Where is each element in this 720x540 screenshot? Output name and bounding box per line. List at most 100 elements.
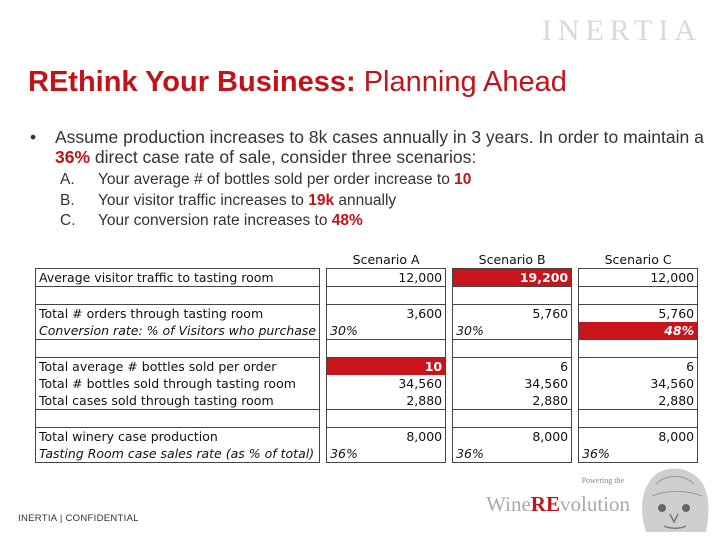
row-label: Total cases sold through tasting room	[34, 392, 321, 410]
spacer-cell	[326, 339, 447, 358]
header-scenario-b: Scenario B	[452, 251, 572, 269]
cell-value: 36%	[326, 445, 447, 463]
gap-cell	[320, 358, 327, 376]
brand-volution: volution	[559, 492, 630, 516]
gap-cell	[572, 269, 579, 287]
table-row: Conversion rate: % of Visitors who purch…	[34, 322, 699, 340]
cell-value: 36%	[452, 445, 573, 463]
gap-cell	[320, 251, 327, 269]
table-row: Tasting Room case sales rate (as % of to…	[34, 445, 699, 463]
bullet-highlight: 36%	[55, 147, 91, 167]
cell-value-highlighted: 10	[326, 357, 447, 375]
inertia-logo: INERTIA	[541, 14, 702, 47]
spacer-cell	[452, 339, 573, 358]
cell-value: 8,000	[452, 427, 573, 445]
gap-cell	[320, 287, 327, 305]
cell-value: 34,560	[578, 375, 699, 392]
scenario-after: annually	[334, 192, 397, 209]
table-row: Total cases sold through tasting room 2,…	[34, 392, 699, 410]
gap-cell	[446, 375, 453, 392]
main-bullet: • Assume production increases to 8k case…	[30, 127, 710, 167]
scenario-letter: C.	[60, 212, 76, 229]
gap-cell	[572, 445, 579, 463]
brand-mark: Powering the WineREvolution	[486, 462, 710, 532]
gap-cell	[446, 287, 453, 305]
gap-cell	[446, 392, 453, 410]
scenario-item-b: B. Your visitor traffic increases to 19k …	[60, 192, 396, 210]
scenario-letter: B.	[60, 192, 75, 209]
gap-cell	[320, 375, 327, 392]
spacer-cell	[578, 286, 699, 305]
row-label: Tasting Room case sales rate (as % of to…	[34, 445, 321, 463]
scenario-text: Your visitor traffic increases to	[98, 192, 309, 209]
gap-cell	[446, 340, 453, 358]
cell-value: 8,000	[326, 427, 447, 445]
cell-value: 36%	[578, 445, 699, 463]
spacer-cell	[326, 409, 447, 428]
scenario-item-c: C. Your conversion rate increases to 48%	[60, 212, 363, 230]
gap-cell	[320, 445, 327, 463]
gap-cell	[572, 410, 579, 428]
table-spacer-row	[34, 409, 699, 428]
gap-cell	[446, 269, 453, 287]
cell-value: 34,560	[452, 375, 573, 392]
gap-cell	[446, 322, 453, 340]
gap-cell	[572, 358, 579, 376]
cell-value: 6	[578, 357, 699, 375]
spacer-cell	[452, 409, 573, 428]
cell-value: 2,880	[578, 392, 699, 410]
gap-cell	[320, 392, 327, 410]
table-row: Total # orders through tasting room 3,60…	[34, 304, 699, 323]
row-label: Conversion rate: % of Visitors who purch…	[34, 322, 321, 340]
bullet-text: Assume production increases to 8k cases …	[55, 127, 710, 167]
gap-cell	[446, 358, 453, 376]
scenario-item-a: A. Your average # of bottles sold per ord…	[60, 171, 471, 189]
spacer-cell	[578, 409, 699, 428]
header-scenario-a: Scenario A	[326, 251, 446, 269]
gap-cell	[572, 428, 579, 446]
cell-value: 6	[452, 357, 573, 375]
cell-value: 30%	[326, 322, 447, 340]
table-row: Total winery case production 8,000 8,000…	[34, 427, 699, 446]
bullet-marker: •	[30, 127, 37, 147]
scenario-text: Your conversion rate increases to	[98, 212, 332, 229]
header-scenario-c: Scenario C	[578, 251, 698, 269]
brand-wordmark: WineREvolution	[486, 492, 630, 517]
scenario-highlight: 48%	[331, 212, 363, 229]
scenario-highlight: 10	[454, 171, 472, 188]
gap-cell	[446, 251, 453, 269]
row-label: Total average # bottles sold per order	[34, 357, 321, 375]
footer-confidential: INERTIA | CONFIDENTIAL	[18, 513, 139, 524]
cell-value: 30%	[452, 322, 573, 340]
cell-value: 34,560	[326, 375, 447, 392]
gap-cell	[320, 322, 327, 340]
gap-cell	[572, 392, 579, 410]
gap-cell	[320, 340, 327, 358]
table-row: Total # bottles sold through tasting roo…	[34, 375, 699, 392]
row-label: Total # bottles sold through tasting roo…	[34, 375, 321, 392]
bullet-text-after: direct case rate of sale, consider three…	[90, 147, 477, 167]
gap-cell	[572, 287, 579, 305]
table-row: Total average # bottles sold per order 1…	[34, 357, 699, 376]
row-label: Total # orders through tasting room	[34, 304, 321, 322]
scenario-table: Scenario A Scenario B Scenario C Average…	[34, 251, 699, 463]
table-header-row: Scenario A Scenario B Scenario C	[36, 251, 698, 269]
gap-cell	[320, 305, 327, 323]
cell-value: 12,000	[578, 268, 699, 287]
spacer-cell	[34, 409, 321, 428]
table-spacer-row	[34, 286, 699, 305]
cell-value-highlighted: 48%	[578, 322, 699, 340]
table-spacer-row	[34, 339, 699, 358]
gap-cell	[572, 305, 579, 323]
gap-cell	[446, 305, 453, 323]
spacer-cell	[34, 286, 321, 305]
title-rest: Planning Ahead	[355, 66, 567, 98]
gap-cell	[572, 375, 579, 392]
brand-wine: Wine	[486, 492, 531, 516]
cell-value: 5,760	[578, 304, 699, 322]
spacer-cell	[578, 339, 699, 358]
cell-value: 12,000	[326, 268, 447, 287]
cell-value: 8,000	[578, 427, 699, 445]
phrenology-head-icon	[642, 468, 709, 532]
gap-cell	[572, 340, 579, 358]
